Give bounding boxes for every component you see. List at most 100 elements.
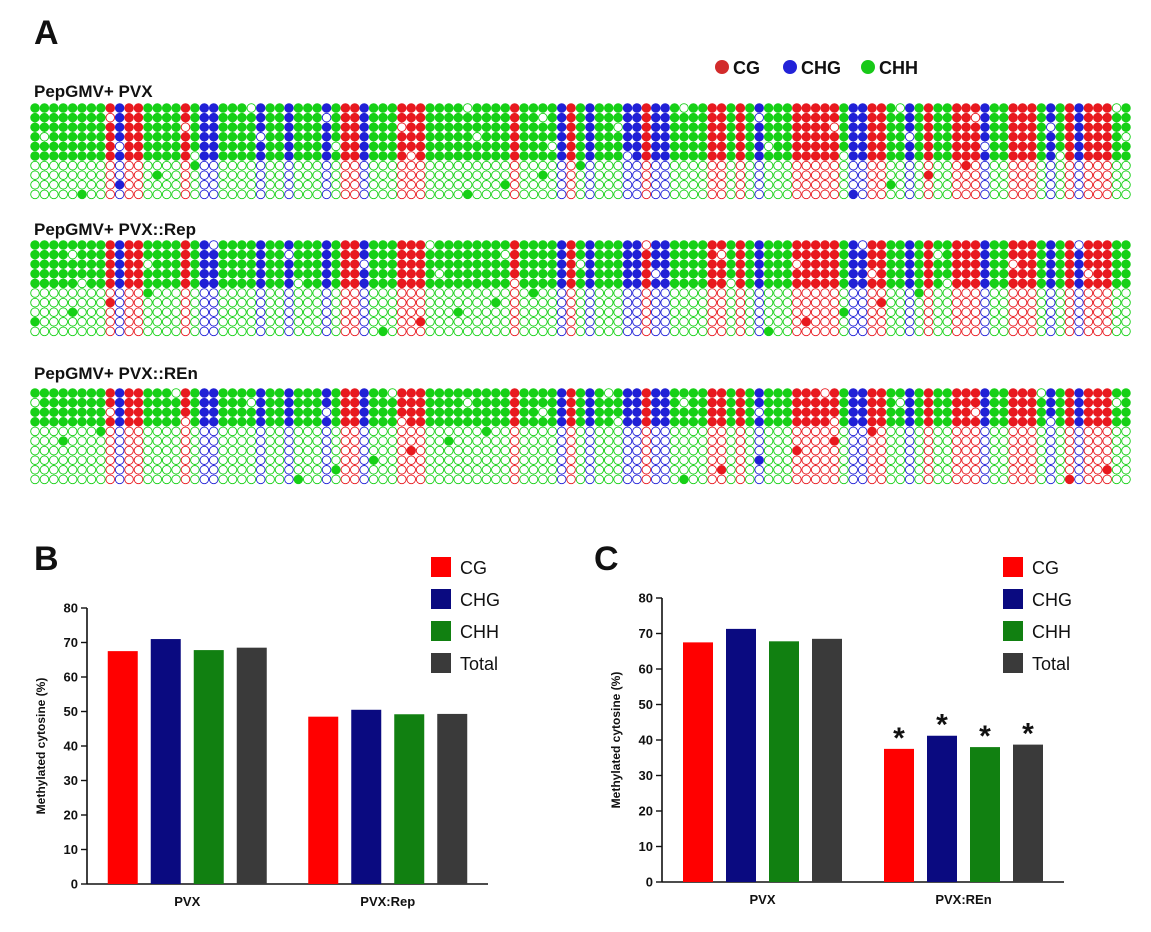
legend-label-chh: CHH bbox=[1032, 622, 1071, 642]
unmethylated-site-dot bbox=[923, 160, 934, 171]
methylated-site-dot bbox=[227, 278, 238, 289]
unmethylated-site-dot bbox=[96, 465, 106, 475]
unmethylated-site-dot bbox=[829, 160, 840, 171]
unmethylated-site-dot bbox=[199, 170, 210, 180]
methylated-site-dot bbox=[1027, 388, 1037, 398]
unmethylated-site-dot bbox=[180, 326, 191, 337]
methylated-site-dot bbox=[782, 112, 793, 123]
methylated-site-dot bbox=[1074, 259, 1084, 269]
methylated-site-dot bbox=[415, 240, 426, 250]
unmethylated-site-dot bbox=[641, 465, 652, 475]
unmethylated-site-dot bbox=[857, 474, 868, 485]
unmethylated-site-dot bbox=[669, 426, 680, 437]
methylated-site-dot bbox=[190, 269, 200, 279]
methylated-site-dot bbox=[820, 269, 830, 279]
methylated-site-dot bbox=[792, 417, 802, 427]
y-tick-label: 0 bbox=[71, 877, 78, 892]
methylated-site-dot bbox=[716, 112, 727, 123]
unmethylated-site-dot bbox=[810, 307, 821, 317]
unmethylated-site-dot bbox=[227, 160, 238, 171]
methylated-site-dot bbox=[566, 407, 576, 417]
unmethylated-site-dot bbox=[199, 307, 210, 317]
methylated-site-dot bbox=[1055, 249, 1065, 260]
unmethylated-site-dot bbox=[114, 445, 125, 456]
methylated-site-dot bbox=[641, 259, 652, 269]
unmethylated-site-dot bbox=[886, 288, 896, 298]
methylated-site-dot bbox=[227, 151, 238, 161]
unmethylated-site-dot bbox=[754, 160, 764, 171]
methylated-site-dot bbox=[340, 240, 351, 250]
methylated-site-dot bbox=[143, 417, 153, 427]
unmethylated-site-dot bbox=[77, 278, 87, 289]
y-tick-label: 60 bbox=[64, 670, 78, 685]
unmethylated-site-dot bbox=[387, 189, 398, 200]
methylated-site-dot bbox=[538, 249, 548, 260]
methylated-site-dot bbox=[96, 417, 106, 427]
methylated-site-dot bbox=[1017, 417, 1028, 427]
methylated-site-dot bbox=[688, 269, 699, 279]
unmethylated-site-dot bbox=[989, 426, 1000, 437]
methylated-site-dot bbox=[895, 249, 906, 260]
methylated-site-dot bbox=[180, 388, 191, 398]
methylated-site-dot bbox=[575, 151, 586, 161]
unmethylated-site-dot bbox=[500, 288, 511, 298]
unmethylated-site-dot bbox=[998, 307, 1009, 317]
unmethylated-site-dot bbox=[528, 465, 539, 475]
unmethylated-site-dot bbox=[415, 465, 426, 475]
unmethylated-site-dot bbox=[321, 189, 332, 200]
unmethylated-site-dot bbox=[1093, 436, 1103, 446]
methylated-site-dot bbox=[77, 417, 87, 427]
unmethylated-site-dot bbox=[425, 297, 435, 308]
methylated-site-dot bbox=[886, 132, 896, 142]
methylated-site-dot bbox=[575, 103, 586, 113]
methylated-site-dot bbox=[227, 417, 238, 427]
methylated-site-dot bbox=[632, 388, 642, 398]
methylated-site-dot bbox=[237, 132, 247, 142]
unmethylated-site-dot bbox=[603, 160, 614, 171]
methylated-site-dot bbox=[575, 269, 586, 279]
unmethylated-site-dot bbox=[39, 132, 50, 142]
methylated-site-dot bbox=[735, 132, 746, 142]
methylated-site-dot bbox=[904, 240, 915, 250]
unmethylated-site-dot bbox=[152, 455, 163, 465]
unmethylated-site-dot bbox=[895, 160, 906, 171]
unmethylated-site-dot bbox=[293, 278, 304, 289]
panel-a-letter: A bbox=[34, 14, 59, 52]
unmethylated-site-dot bbox=[218, 436, 228, 446]
methylated-site-dot bbox=[1102, 465, 1112, 475]
methylated-site-dot bbox=[1083, 249, 1094, 260]
unmethylated-site-dot bbox=[303, 288, 313, 298]
methylated-site-dot bbox=[152, 112, 163, 123]
methylated-site-dot bbox=[613, 249, 623, 260]
unmethylated-site-dot bbox=[810, 160, 821, 171]
methylated-site-dot bbox=[698, 122, 708, 132]
unmethylated-site-dot bbox=[462, 307, 473, 317]
methylated-site-dot bbox=[876, 388, 887, 398]
unmethylated-site-dot bbox=[970, 436, 981, 446]
methylated-site-dot bbox=[190, 249, 200, 260]
unmethylated-site-dot bbox=[1064, 426, 1075, 437]
methylated-site-dot bbox=[594, 103, 605, 113]
methylated-site-dot bbox=[989, 417, 1000, 427]
methylated-site-dot bbox=[415, 397, 426, 408]
unmethylated-site-dot bbox=[434, 445, 445, 456]
unmethylated-site-dot bbox=[1046, 326, 1056, 337]
methylated-site-dot bbox=[519, 240, 529, 250]
unmethylated-site-dot bbox=[1083, 189, 1094, 200]
unmethylated-site-dot bbox=[161, 426, 172, 437]
unmethylated-site-dot bbox=[904, 426, 915, 437]
methylated-site-dot bbox=[378, 249, 388, 260]
methylated-site-dot bbox=[1074, 122, 1084, 132]
methylated-site-dot bbox=[331, 397, 341, 408]
unmethylated-site-dot bbox=[923, 326, 934, 337]
unmethylated-site-dot bbox=[331, 474, 341, 485]
methylated-site-dot bbox=[425, 103, 435, 113]
methylated-site-dot bbox=[679, 269, 689, 279]
methylated-site-dot bbox=[726, 103, 736, 113]
unmethylated-site-dot bbox=[792, 297, 802, 308]
unmethylated-site-dot bbox=[237, 436, 247, 446]
unmethylated-site-dot bbox=[603, 180, 614, 190]
unmethylated-site-dot bbox=[133, 160, 144, 171]
unmethylated-site-dot bbox=[745, 426, 755, 437]
methylated-site-dot bbox=[265, 122, 275, 132]
